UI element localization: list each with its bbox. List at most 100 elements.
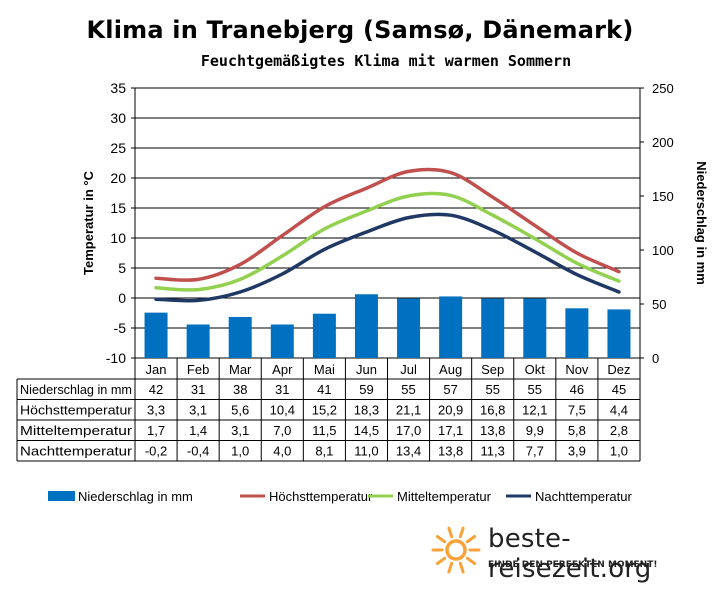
table-cell: 7,5 [568, 403, 586, 418]
table-cell: 7,7 [526, 444, 544, 459]
table-row-label: Mitteltemperatur [20, 424, 132, 438]
max-temperature-line [154, 167, 621, 282]
right-axis-tick-label: 50 [652, 297, 666, 312]
chart-subtitle: Feuchtgemäßigtes Klima mit warmen Sommer… [200, 52, 572, 70]
table-cell: 3,9 [568, 444, 586, 459]
right-axis-tick-label: 200 [652, 135, 674, 150]
legend-item: Nachttemperatur [506, 489, 632, 504]
table-cell: 11,5 [312, 423, 336, 438]
table-cell: 3,1 [189, 403, 207, 418]
chart-title: Klima in Tranebjerg (Samsø, Dänemark) [86, 16, 634, 44]
left-axis-tick-label: 30 [110, 110, 126, 126]
legend-item: Höchsttemperatur [240, 489, 373, 504]
table-row-label: Niederschlag in mm [20, 383, 132, 397]
left-axis-tick-label: 25 [110, 140, 126, 156]
right-axis-title: Niederschlag in mm [694, 161, 709, 285]
brand-logo[interactable]: beste-reisezeit.org FINDE DEN PERFEKTEN … [428, 520, 718, 584]
table-cell: 31 [191, 382, 205, 397]
table-cell: 17,1 [438, 423, 463, 438]
left-axis-title: Temperatur in °C [81, 170, 96, 275]
precipitation-bar [312, 313, 336, 358]
x-axis-tick-label: Apr [272, 362, 293, 377]
temperature-lines [154, 167, 621, 303]
table-cell: 9,9 [526, 423, 544, 438]
brand-tagline: FINDE DEN PERFEKTEN MOMENT! [488, 560, 658, 570]
table-cell: 45 [612, 382, 626, 397]
left-axis-tick-label: -10 [106, 350, 126, 366]
table-cell: -0,4 [187, 444, 209, 459]
table-cell: 3,1 [231, 423, 249, 438]
table-cell: 46 [570, 382, 584, 397]
precipitation-bar [144, 312, 168, 358]
table-cell: 2,8 [610, 423, 628, 438]
table-cell: 13,8 [480, 423, 505, 438]
legend-label: Nachttemperatur [535, 489, 632, 504]
brand-name: beste-reisezeit.org [488, 524, 652, 584]
sun-icon [431, 526, 481, 574]
table-cell: 7,0 [273, 423, 291, 438]
table-row-label: Höchsttemperatur [20, 404, 132, 418]
sun-ray [465, 534, 477, 544]
table-cell: 11,3 [481, 444, 505, 459]
precipitation-bar [607, 309, 631, 358]
table-cell: -0,2 [145, 444, 167, 459]
table-cell: 1,4 [189, 423, 207, 438]
table-cell: 55 [401, 382, 415, 397]
precipitation-bar [565, 308, 589, 358]
precipitation-bar [397, 298, 421, 358]
table-cell: 12,1 [522, 403, 547, 418]
precipitation-bar [481, 298, 505, 358]
x-axis-tick-label: Feb [187, 362, 209, 377]
x-axis-tick-label: Jan [146, 362, 167, 377]
table-cell: 16,8 [480, 403, 505, 418]
table-cell: 15,2 [312, 403, 337, 418]
legend-label: Mitteltemperatur [397, 489, 492, 504]
table-cell: 38 [233, 382, 247, 397]
sun-core [445, 539, 467, 561]
table-cell: 55 [528, 382, 542, 397]
table-cell: 13,4 [396, 444, 421, 459]
precipitation-bar [270, 324, 294, 358]
night-temperature-line [154, 212, 621, 303]
precipitation-bar [354, 294, 378, 358]
data-table: Niederschlag in mm 42 31 38 31 41 59 55 57 55 55 46… [16, 358, 641, 462]
x-axis-tick-label: Sep [481, 362, 504, 377]
table-cell: 8,1 [315, 444, 333, 459]
x-axis-tick-label: Mar [229, 362, 252, 377]
table-cell: 11,0 [354, 444, 378, 459]
x-axis-tick-label: Aug [439, 362, 462, 377]
legend-item: Niederschlag in mm [48, 489, 193, 504]
table-cell: 31 [275, 382, 289, 397]
precipitation-bars [144, 294, 631, 358]
table-cell: 21,1 [396, 403, 421, 418]
right-axis-tick-label: 100 [652, 243, 674, 258]
x-axis-tick-label: Jul [400, 362, 417, 377]
sun-ray [447, 561, 454, 574]
left-axis-tick-label: 10 [110, 230, 126, 246]
chart-legend: Niederschlag in mm Höchsttemperatur Mittel… [48, 489, 632, 504]
table-cell: 57 [443, 382, 457, 397]
table-cell: 5,6 [231, 403, 249, 418]
table-cell: 59 [359, 382, 373, 397]
table-cell: 3,3 [147, 403, 165, 418]
right-axis-tick-label: 150 [652, 189, 674, 204]
sun-ray [435, 556, 447, 566]
table-cell: 14,5 [354, 423, 379, 438]
x-axis-tick-label: Mai [314, 362, 335, 377]
left-axis-tick-label: 15 [110, 200, 126, 216]
sun-ray [458, 561, 465, 574]
table-row-label: Nachttemperatur [20, 445, 132, 459]
table-cell: 55 [485, 382, 499, 397]
legend-label: Niederschlag in mm [78, 489, 193, 504]
table-cell: 5,8 [568, 423, 586, 438]
table-cell: 18,3 [354, 403, 379, 418]
sun-ray [465, 556, 477, 566]
left-axis-tick-label: 0 [118, 290, 126, 306]
right-axis-tick-label: 0 [652, 351, 659, 366]
table-cell: 1,0 [610, 444, 628, 459]
sun-ray [435, 534, 447, 544]
mean-temperature-line [154, 191, 621, 292]
x-axis-tick-label: Okt [525, 362, 546, 377]
table-cell: 42 [149, 382, 163, 397]
table-cell: 1,0 [231, 444, 249, 459]
